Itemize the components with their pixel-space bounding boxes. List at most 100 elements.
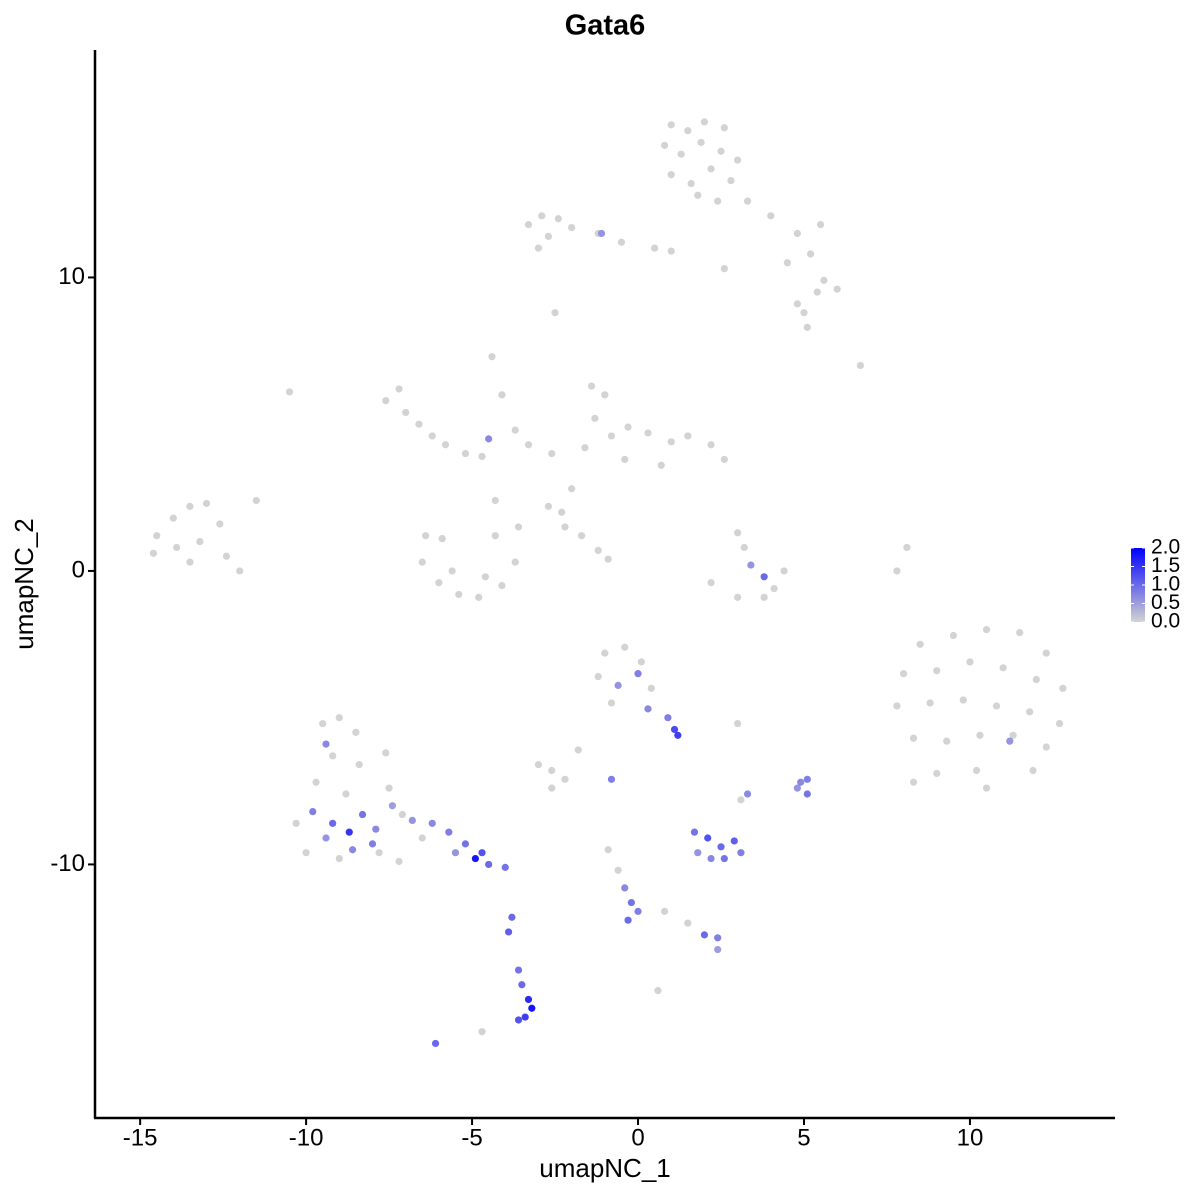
point (398, 810, 406, 819)
point (607, 432, 616, 440)
y-tick-label: 10 (58, 263, 85, 290)
point (518, 981, 526, 989)
point (760, 573, 768, 581)
point (803, 323, 811, 331)
point (660, 141, 669, 149)
point (734, 156, 742, 164)
point (664, 714, 672, 722)
point (793, 300, 801, 308)
point (657, 461, 665, 469)
point (793, 784, 801, 792)
point (368, 840, 377, 848)
x-tick-label: 5 (797, 1124, 810, 1151)
point (302, 849, 310, 857)
point (478, 452, 486, 461)
point (797, 778, 805, 786)
point (587, 382, 596, 390)
point (916, 640, 924, 648)
point (471, 854, 479, 863)
point (694, 849, 702, 857)
point (743, 790, 752, 798)
point (627, 898, 635, 907)
point (173, 543, 181, 552)
point (441, 441, 450, 449)
x-tick-label: 10 (957, 1124, 984, 1151)
x-tick-label: -15 (123, 1124, 158, 1151)
point (707, 165, 715, 173)
point (461, 840, 470, 848)
point (992, 702, 1001, 710)
x-tick-label: -10 (289, 1124, 324, 1151)
point (607, 775, 616, 783)
point (594, 546, 602, 554)
point (624, 423, 632, 431)
point (435, 579, 443, 587)
point (601, 391, 609, 399)
point (196, 537, 204, 546)
point (498, 391, 506, 399)
point (893, 567, 901, 575)
point (521, 1013, 529, 1021)
point (498, 582, 506, 590)
point (597, 229, 606, 238)
point (734, 529, 742, 537)
point (714, 945, 722, 954)
point (727, 177, 735, 185)
point (1059, 684, 1067, 692)
point (816, 221, 825, 229)
point (528, 1004, 536, 1012)
point (637, 658, 645, 666)
point (1006, 737, 1014, 745)
point (856, 361, 865, 370)
point (355, 761, 363, 769)
point (982, 784, 991, 792)
point (485, 860, 493, 869)
point (548, 784, 556, 792)
point (348, 846, 357, 854)
points (149, 118, 1067, 1048)
point (972, 766, 981, 775)
point (415, 420, 423, 428)
point (933, 667, 941, 675)
point (358, 810, 367, 819)
point (544, 502, 553, 510)
point (617, 238, 626, 246)
point (760, 593, 768, 601)
point (601, 649, 609, 657)
point (730, 837, 738, 845)
point (322, 740, 330, 748)
colorbar-label: 2.0 (1151, 536, 1180, 559)
point (717, 843, 725, 851)
point (581, 444, 589, 452)
point (783, 259, 791, 267)
point (667, 171, 675, 179)
point (461, 449, 470, 458)
point (342, 790, 350, 798)
colorbar (1131, 548, 1145, 622)
point (684, 432, 692, 440)
point (561, 523, 569, 531)
y-axis-label: umapNC_2 (9, 518, 39, 650)
point (734, 593, 742, 601)
point (322, 834, 330, 842)
point (670, 725, 679, 734)
point (707, 441, 715, 449)
point (428, 432, 436, 440)
point (684, 127, 692, 135)
point (335, 714, 343, 722)
point (577, 532, 586, 540)
point (1016, 628, 1024, 637)
point (720, 455, 728, 464)
point (1055, 719, 1064, 728)
point (309, 807, 317, 816)
point (568, 485, 576, 493)
point (236, 567, 244, 575)
point (514, 523, 523, 531)
point (714, 197, 722, 205)
point (382, 749, 390, 757)
point (408, 816, 416, 825)
point (222, 552, 231, 560)
point (285, 388, 294, 396)
point (770, 584, 778, 593)
point (319, 719, 327, 728)
